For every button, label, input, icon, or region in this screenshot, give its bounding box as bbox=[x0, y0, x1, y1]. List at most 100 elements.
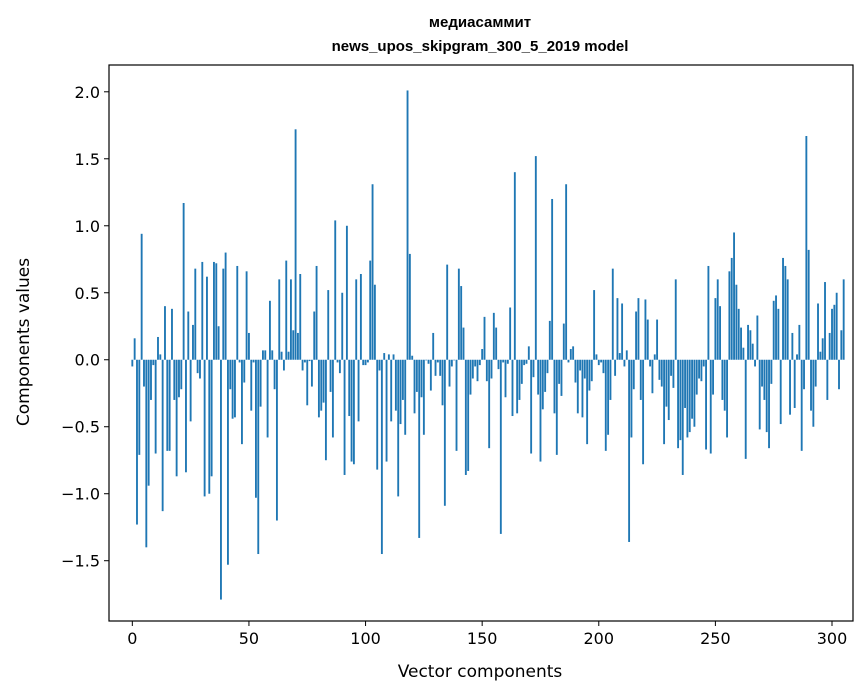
bar bbox=[266, 359, 269, 438]
bar bbox=[786, 279, 789, 360]
bar bbox=[672, 359, 675, 388]
bar bbox=[497, 359, 500, 370]
bar bbox=[730, 257, 733, 360]
bar bbox=[243, 359, 246, 383]
bar bbox=[450, 359, 453, 367]
bar bbox=[660, 359, 663, 387]
bar bbox=[705, 359, 707, 450]
bar bbox=[345, 225, 348, 360]
bar bbox=[350, 359, 353, 462]
bar bbox=[140, 233, 143, 360]
bar bbox=[709, 359, 712, 454]
bar bbox=[504, 359, 507, 398]
bar bbox=[555, 359, 558, 455]
bar bbox=[728, 271, 731, 360]
bar bbox=[537, 359, 540, 395]
bar bbox=[178, 359, 180, 398]
bar bbox=[208, 359, 211, 494]
bar bbox=[201, 261, 204, 360]
bar bbox=[192, 324, 194, 360]
bar bbox=[779, 359, 782, 425]
bar bbox=[726, 359, 728, 438]
bar bbox=[334, 220, 337, 360]
bar bbox=[231, 359, 234, 419]
bar bbox=[651, 359, 654, 394]
bar bbox=[257, 359, 260, 555]
bar bbox=[215, 263, 218, 360]
bar bbox=[210, 359, 213, 477]
bar bbox=[824, 282, 826, 360]
bar bbox=[574, 359, 577, 383]
bar bbox=[576, 359, 579, 414]
bar bbox=[646, 319, 649, 360]
bar bbox=[329, 359, 332, 392]
bar bbox=[572, 346, 575, 360]
bar bbox=[338, 359, 341, 374]
bar bbox=[474, 359, 477, 367]
bar bbox=[387, 354, 390, 360]
bar bbox=[768, 359, 770, 449]
bar bbox=[735, 284, 738, 360]
bar bbox=[429, 359, 432, 391]
bar bbox=[159, 354, 162, 360]
bar bbox=[217, 326, 220, 360]
bar bbox=[138, 359, 141, 455]
bar bbox=[469, 359, 472, 395]
bar bbox=[819, 351, 822, 360]
bar bbox=[714, 298, 717, 360]
bar bbox=[637, 298, 640, 360]
y-tick-label: −1.0 bbox=[61, 485, 100, 504]
bar bbox=[282, 359, 285, 371]
chart-title: медиасаммит bbox=[429, 14, 531, 31]
bar bbox=[380, 359, 383, 555]
bar bbox=[341, 292, 344, 360]
bar bbox=[553, 359, 556, 414]
bar bbox=[313, 311, 316, 360]
bar bbox=[241, 359, 243, 445]
x-tick-label: 200 bbox=[584, 629, 615, 648]
bar bbox=[133, 338, 136, 360]
bar bbox=[534, 156, 537, 360]
y-tick-label: 1.5 bbox=[75, 150, 100, 169]
bar bbox=[296, 332, 299, 360]
bar bbox=[352, 359, 355, 465]
bar bbox=[558, 359, 561, 384]
bar bbox=[679, 359, 682, 441]
bar bbox=[698, 359, 701, 379]
bar bbox=[597, 359, 600, 366]
bar bbox=[262, 350, 264, 360]
bar bbox=[502, 359, 505, 363]
bar bbox=[255, 359, 257, 498]
bar bbox=[408, 253, 411, 360]
bar bbox=[481, 349, 484, 360]
bar bbox=[838, 359, 840, 390]
bar bbox=[653, 354, 656, 360]
bar bbox=[285, 260, 288, 360]
x-tick-label: 100 bbox=[350, 629, 381, 648]
bar bbox=[222, 268, 225, 360]
bar bbox=[775, 295, 777, 360]
bar bbox=[224, 252, 227, 360]
bar bbox=[315, 265, 318, 360]
bar bbox=[702, 359, 705, 367]
bar bbox=[560, 359, 563, 396]
bar bbox=[744, 359, 747, 459]
x-tick-label: 250 bbox=[700, 629, 731, 648]
bar bbox=[206, 276, 208, 360]
bar bbox=[742, 347, 745, 360]
bar bbox=[579, 359, 582, 371]
bar bbox=[511, 359, 514, 417]
bar bbox=[303, 359, 306, 363]
bar bbox=[441, 359, 444, 406]
bar bbox=[723, 359, 726, 411]
bar bbox=[642, 359, 645, 465]
bar bbox=[287, 351, 290, 360]
bar bbox=[250, 359, 253, 411]
bar bbox=[586, 359, 589, 445]
bar bbox=[166, 359, 169, 451]
bar bbox=[562, 323, 565, 360]
bar bbox=[150, 359, 152, 400]
bar bbox=[513, 172, 516, 360]
bar bbox=[506, 359, 509, 364]
